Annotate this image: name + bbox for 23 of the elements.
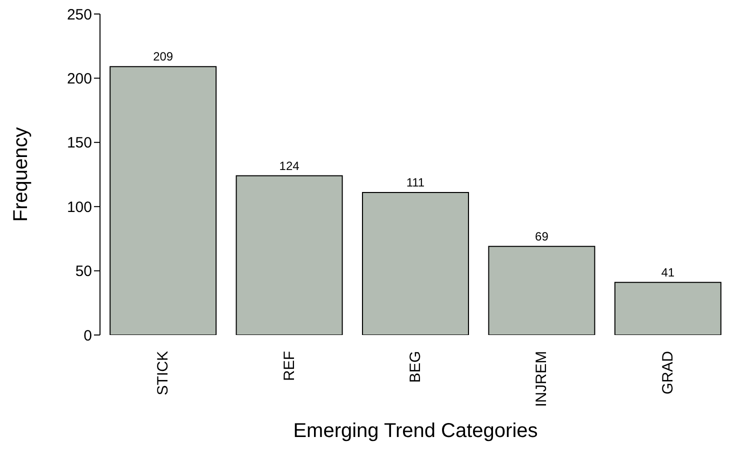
y-tick-label: 100 — [66, 198, 92, 216]
data-label: 209 — [153, 50, 174, 64]
bar — [488, 246, 596, 335]
y-tick-label: 0 — [84, 327, 92, 344]
data-label: 69 — [535, 229, 549, 244]
bar — [614, 282, 722, 335]
y-tick-label: 150 — [66, 134, 92, 152]
bar — [110, 66, 217, 335]
x-tick-label: STICK — [154, 351, 172, 396]
x-tick-label: GRAD — [659, 350, 676, 394]
x-tick-label: BEG — [407, 351, 424, 383]
data-label: 111 — [406, 175, 425, 190]
x-tick-label: REF — [280, 351, 298, 381]
y-tick-label: 250 — [66, 6, 92, 24]
bar — [362, 192, 469, 335]
x-axis-title: Emerging Trend Categories — [293, 420, 538, 442]
data-label: 124 — [279, 158, 300, 173]
y-tick-label: 50 — [75, 263, 92, 280]
y-tick-label: 200 — [66, 70, 92, 88]
y-axis-title: Frequency — [10, 127, 32, 222]
bar — [236, 175, 343, 335]
x-tick-label: INJREM — [533, 351, 550, 407]
data-label: 41 — [661, 265, 675, 280]
